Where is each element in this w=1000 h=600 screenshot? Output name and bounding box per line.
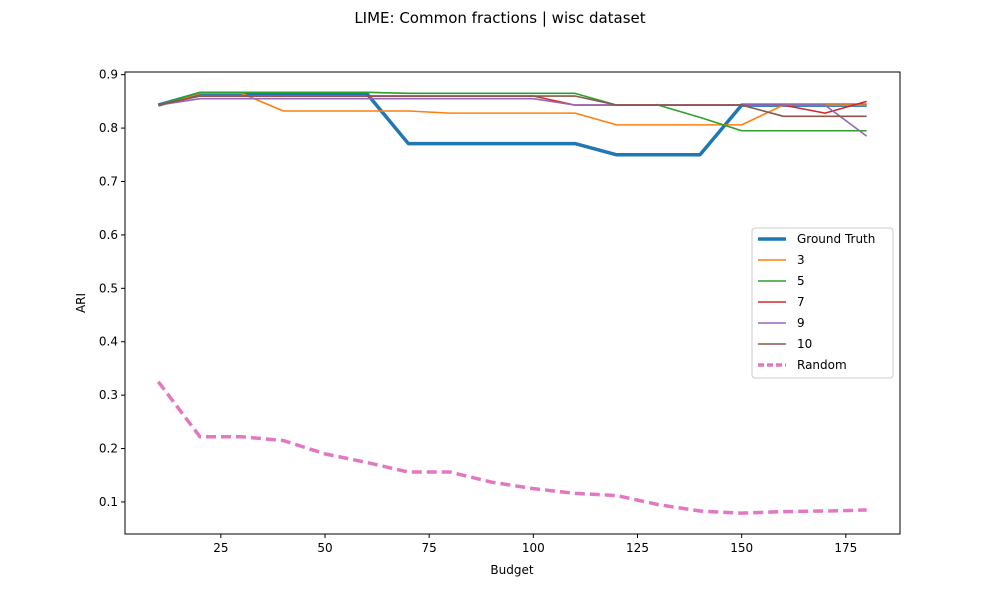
x-tick-label: 125	[626, 541, 649, 555]
series-line-10	[158, 95, 867, 118]
y-tick-label: 0.1	[99, 495, 118, 509]
legend: Ground Truth 3 5 7 9 10 Random	[751, 227, 894, 379]
x-tick-label: 100	[522, 541, 545, 555]
y-tick-label: 0.3	[99, 388, 118, 402]
x-tick-label: 150	[730, 541, 753, 555]
legend-label: 5	[797, 274, 805, 288]
legend-label: 10	[797, 337, 812, 351]
legend-label: 9	[797, 316, 805, 330]
plot-area	[124, 71, 901, 535]
x-tick-label: 25	[213, 541, 228, 555]
y-tick-label: 0.6	[99, 228, 118, 242]
series-layer	[156, 91, 868, 515]
y-tick-label: 0.2	[99, 442, 118, 456]
legend-label: Random	[797, 358, 847, 372]
legend-label: 7	[797, 295, 805, 309]
x-axis: 25 50 75 100 125 150 175	[213, 534, 857, 555]
legend-label: Ground Truth	[797, 232, 875, 246]
x-tick-label: 75	[422, 541, 437, 555]
y-tick-label: 0.8	[99, 121, 118, 135]
series-line-random	[156, 380, 867, 515]
chart-title: LIME: Common fractions | wisc dataset	[354, 9, 645, 27]
series-line-3	[158, 92, 867, 126]
legend-box	[751, 227, 894, 379]
series-line-9	[158, 97, 868, 137]
legend-label: 3	[797, 253, 805, 267]
y-tick-label: 0.4	[99, 335, 118, 349]
series-line-5	[158, 91, 867, 132]
x-axis-label: Budget	[490, 563, 533, 577]
x-tick-label: 50	[317, 541, 332, 555]
y-axis-label: ARI	[74, 293, 88, 313]
y-tick-label: 0.5	[99, 281, 118, 295]
y-axis: 0.1 0.2 0.3 0.4 0.5 0.6 0.7 0.8 0.9	[99, 68, 125, 509]
x-tick-label: 175	[834, 541, 857, 555]
y-tick-label: 0.7	[99, 174, 118, 188]
y-tick-label: 0.9	[99, 68, 118, 82]
